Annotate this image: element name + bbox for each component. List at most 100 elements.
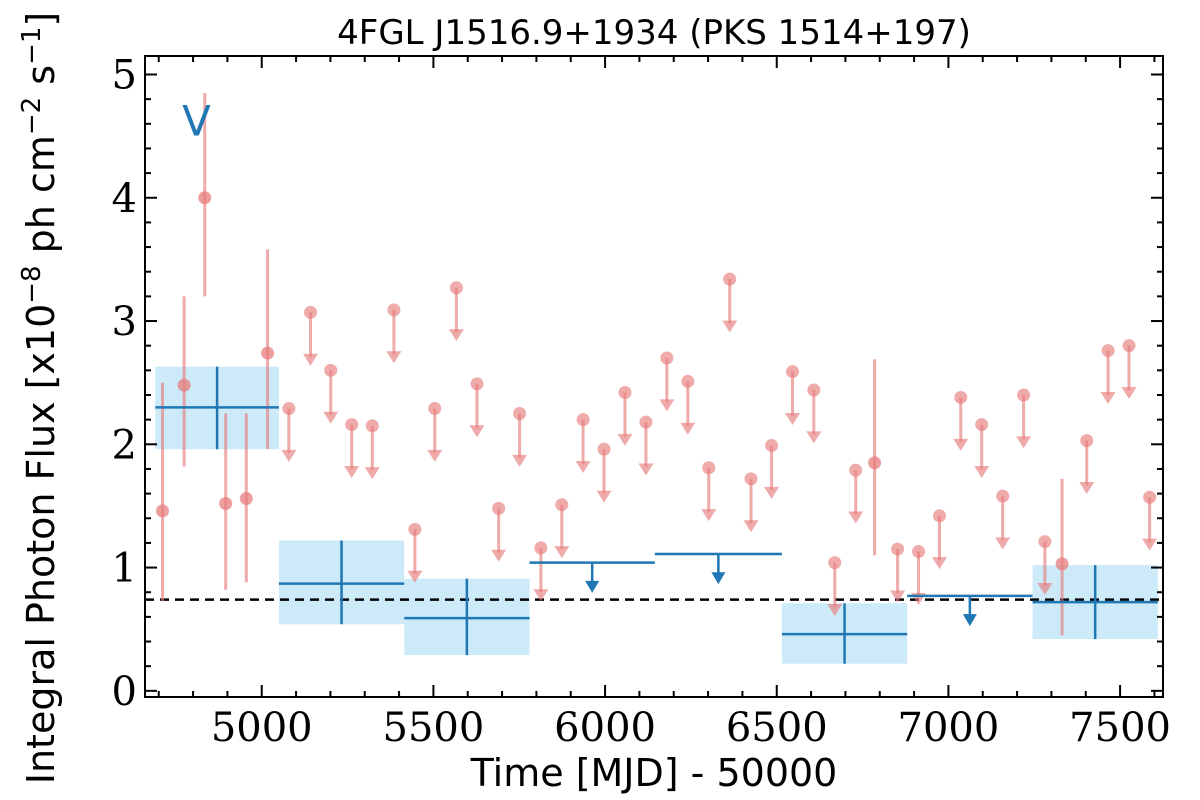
detection-point — [868, 456, 882, 470]
upper-limit-point — [408, 522, 422, 536]
x-tick-label: 6500 — [726, 705, 828, 751]
upper-limit-arrow — [448, 329, 464, 342]
upper-limit-point — [365, 419, 379, 433]
yearly-upper-limit-arrow — [962, 614, 977, 627]
upper-limit-arrow — [575, 461, 591, 474]
upper-limit-point — [912, 545, 926, 559]
y-label-exponent: −2 — [17, 97, 47, 135]
y-tick-label: 1 — [112, 546, 137, 592]
x-tick-label: 5000 — [211, 705, 313, 751]
upper-limit-arrow — [469, 425, 485, 438]
x-tick-label: 6000 — [554, 705, 656, 751]
upper-limit-arrow — [554, 546, 570, 559]
y-label-text: ph cm — [19, 135, 63, 265]
upper-limit-point — [576, 413, 590, 427]
detection-point — [177, 378, 191, 392]
y-tick-label: 3 — [112, 299, 137, 345]
plot-frame — [144, 55, 1164, 698]
upper-limit-arrow — [995, 537, 1011, 550]
upper-limit-arrow — [848, 511, 864, 524]
upper-limit-point — [597, 442, 611, 456]
upper-limit-point — [1038, 535, 1052, 549]
upper-limit-arrow — [764, 486, 780, 499]
upper-limit-point — [828, 556, 842, 570]
y-label-text: s — [19, 65, 63, 97]
upper-limit-point — [1143, 490, 1157, 504]
detection-point — [219, 496, 233, 510]
upper-limit-point — [470, 377, 484, 391]
upper-limit-point — [1122, 339, 1136, 353]
upper-limit-arrow — [1142, 538, 1158, 551]
y-label-text: Integral Photon Flux [x10 — [19, 304, 63, 785]
y-label-exponent: −1 — [17, 27, 47, 65]
upper-limit-point — [702, 461, 716, 475]
upper-limit-arrow — [596, 490, 612, 503]
upper-limit-arrow — [1016, 436, 1032, 449]
upper-limit-point — [660, 351, 674, 365]
detection-point — [198, 191, 212, 205]
upper-limit-point — [1017, 388, 1031, 402]
upper-limit-point — [555, 498, 569, 512]
upper-limit-arrow — [806, 431, 822, 444]
detection-point — [261, 346, 275, 360]
upper-limit-arrow — [701, 509, 717, 522]
upper-limit-point — [1080, 434, 1094, 448]
upper-limit-arrow — [1037, 583, 1053, 596]
y-tick-label: 5 — [112, 52, 137, 98]
upper-limit-arrow — [827, 604, 843, 617]
upper-limit-arrow — [302, 353, 318, 366]
upper-limit-arrow — [512, 454, 528, 467]
upper-limit-point — [954, 390, 968, 404]
upper-limit-arrow — [1100, 391, 1116, 404]
upper-limit-arrow — [680, 422, 696, 435]
detection-point — [1055, 557, 1069, 571]
plot-area: V — [145, 92, 1163, 664]
upper-limit-arrow — [785, 412, 801, 425]
upper-limit-point — [932, 509, 946, 523]
upper-limit-arrow — [323, 411, 339, 424]
upper-limit-arrow — [659, 399, 675, 412]
upper-limit-arrow — [1121, 387, 1137, 400]
x-axis-label: Time [MJD] - 50000 — [470, 751, 838, 795]
upper-limit-point — [492, 501, 506, 515]
upper-limit-point — [723, 272, 737, 286]
annotation-label: V — [182, 96, 211, 145]
upper-limit-point — [1101, 344, 1115, 358]
upper-limit-point — [765, 439, 779, 453]
upper-limit-arrow — [491, 549, 507, 562]
upper-limit-point — [786, 365, 800, 379]
upper-limit-point — [449, 281, 463, 295]
detection-point — [156, 504, 170, 518]
upper-limit-point — [387, 303, 401, 317]
upper-limit-arrow — [953, 438, 969, 451]
upper-limit-point — [639, 415, 653, 429]
upper-limit-arrow — [722, 320, 738, 333]
upper-limit-arrow — [617, 433, 633, 446]
upper-limit-point — [618, 386, 632, 400]
x-tick-label: 5500 — [383, 705, 485, 751]
upper-limit-point — [744, 472, 758, 486]
upper-limit-arrow — [638, 463, 654, 476]
upper-limit-point — [849, 463, 863, 477]
upper-limit-point — [975, 418, 989, 432]
upper-limit-arrow — [427, 449, 443, 462]
upper-limit-point — [996, 489, 1010, 503]
y-label-exponent: −8 — [17, 265, 47, 303]
y-label-text: ] — [19, 12, 63, 27]
upper-limit-arrow — [386, 351, 402, 364]
detection-point — [239, 492, 253, 506]
x-tick-label: 7500 — [1069, 705, 1171, 751]
upper-limit-arrow — [281, 449, 297, 462]
upper-limit-arrow — [743, 520, 759, 533]
upper-limit-arrow — [344, 465, 360, 478]
upper-limit-point — [513, 406, 527, 420]
upper-limit-point — [282, 402, 296, 416]
upper-limit-arrow — [931, 557, 947, 570]
chart-title: 4FGL J1516.9+1934 (PKS 1514+197) — [337, 13, 971, 53]
upper-limit-point — [303, 305, 317, 319]
yearly-upper-limit-arrow — [585, 580, 600, 593]
upper-limit-point — [807, 383, 821, 397]
yearly-upper-limit-arrow — [711, 572, 726, 585]
upper-limit-arrow — [407, 570, 423, 583]
upper-limit-point — [681, 374, 695, 388]
